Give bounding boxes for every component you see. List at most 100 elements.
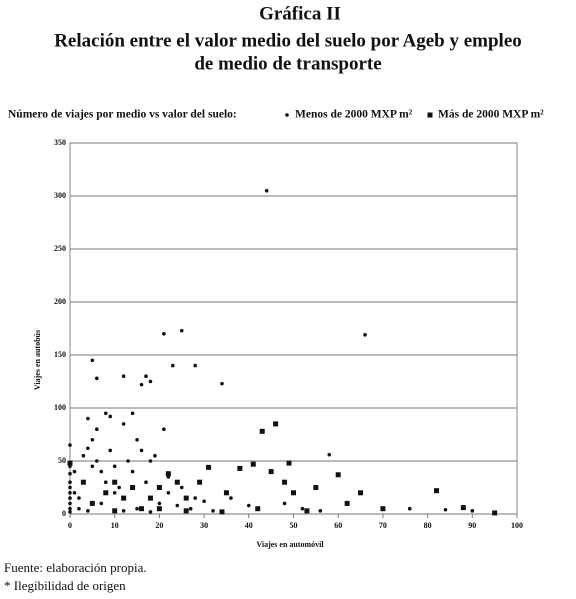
point bbox=[86, 509, 90, 513]
x-tick-label: 30 bbox=[200, 521, 208, 530]
legend-marker bbox=[427, 112, 433, 118]
point bbox=[86, 446, 90, 451]
point bbox=[112, 491, 117, 495]
point bbox=[139, 382, 144, 387]
point bbox=[166, 491, 171, 495]
point bbox=[304, 508, 310, 514]
point bbox=[72, 469, 77, 474]
point bbox=[318, 509, 323, 513]
point bbox=[211, 509, 215, 513]
y-tick-label: 300 bbox=[54, 191, 66, 200]
point bbox=[90, 438, 95, 442]
y-tick-label: 100 bbox=[54, 403, 66, 412]
point bbox=[282, 479, 288, 485]
point bbox=[380, 506, 386, 512]
point bbox=[135, 438, 139, 442]
y-tick-label: 50 bbox=[58, 456, 66, 465]
point bbox=[175, 503, 180, 508]
x-tick-label: 20 bbox=[155, 521, 163, 530]
point bbox=[358, 490, 364, 496]
x-axis-label: Viajes en automóvil bbox=[256, 540, 324, 549]
point bbox=[77, 506, 81, 511]
point bbox=[68, 506, 72, 511]
point bbox=[72, 491, 77, 495]
point bbox=[117, 485, 121, 490]
point bbox=[89, 500, 95, 506]
y-tick-label: 200 bbox=[54, 297, 66, 306]
x-tick-label: 50 bbox=[290, 521, 298, 530]
point bbox=[108, 414, 113, 419]
point bbox=[162, 332, 166, 336]
chart-title: Gráfica II bbox=[259, 3, 341, 24]
point bbox=[86, 416, 90, 421]
point bbox=[95, 427, 99, 432]
point bbox=[108, 448, 113, 453]
point bbox=[174, 479, 180, 485]
point bbox=[247, 503, 251, 508]
point bbox=[344, 500, 350, 506]
x-tick-label: 100 bbox=[511, 521, 523, 530]
point bbox=[144, 374, 148, 379]
point bbox=[112, 508, 118, 514]
point bbox=[112, 479, 118, 485]
point bbox=[470, 509, 475, 513]
point bbox=[148, 379, 153, 384]
point bbox=[492, 510, 498, 516]
point bbox=[229, 496, 233, 500]
point bbox=[250, 461, 256, 467]
point bbox=[68, 496, 72, 500]
point bbox=[162, 427, 166, 432]
point bbox=[103, 490, 109, 496]
point bbox=[197, 479, 203, 485]
point bbox=[95, 459, 99, 463]
point bbox=[188, 506, 193, 511]
point bbox=[153, 453, 157, 458]
point bbox=[147, 495, 153, 501]
point bbox=[68, 485, 72, 490]
point bbox=[139, 448, 144, 453]
point bbox=[130, 469, 135, 474]
point bbox=[363, 333, 367, 337]
point bbox=[68, 491, 72, 495]
point bbox=[68, 510, 72, 514]
point bbox=[135, 506, 139, 511]
point bbox=[202, 499, 206, 504]
point bbox=[300, 506, 305, 511]
point bbox=[95, 376, 99, 381]
point bbox=[223, 490, 229, 496]
point bbox=[220, 381, 224, 386]
plot-frame bbox=[69, 142, 518, 515]
x-tick-label: 0 bbox=[68, 521, 72, 530]
point bbox=[327, 452, 332, 457]
point bbox=[273, 421, 279, 427]
x-tick-label: 40 bbox=[245, 521, 253, 530]
point bbox=[90, 358, 95, 363]
point bbox=[286, 460, 292, 466]
point bbox=[139, 506, 145, 512]
point bbox=[219, 509, 225, 515]
y-tick-label: 0 bbox=[62, 509, 66, 518]
point bbox=[183, 495, 189, 501]
legend-label: Menos de 2000 MXP m² bbox=[295, 109, 413, 121]
point bbox=[77, 496, 81, 500]
y-tick-label: 150 bbox=[54, 350, 66, 359]
point bbox=[171, 363, 175, 368]
x-tick-label: 70 bbox=[379, 521, 387, 530]
point bbox=[68, 501, 72, 506]
source: Fuente: elaboración propia. bbox=[4, 560, 147, 575]
point bbox=[90, 464, 95, 469]
point bbox=[121, 422, 126, 426]
point bbox=[156, 506, 162, 512]
point bbox=[103, 411, 108, 416]
x-tick-label: 10 bbox=[111, 521, 119, 530]
point bbox=[255, 506, 261, 512]
point bbox=[193, 496, 197, 500]
point bbox=[121, 495, 127, 501]
point bbox=[148, 510, 153, 514]
chart-subtitle: de medio de transporte bbox=[194, 53, 381, 74]
point bbox=[313, 485, 319, 490]
point bbox=[434, 488, 440, 494]
point bbox=[130, 411, 135, 416]
point bbox=[126, 459, 130, 463]
